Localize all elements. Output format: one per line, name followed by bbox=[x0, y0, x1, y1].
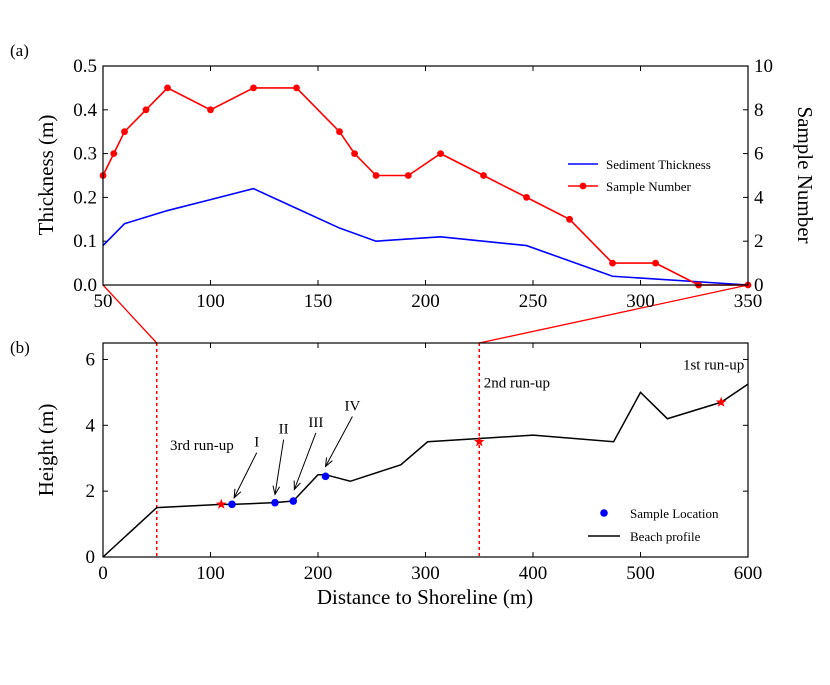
annotation-label: 3rd run-up bbox=[170, 438, 234, 454]
sample-location-point bbox=[321, 472, 330, 481]
y-right-tick-label: 2 bbox=[754, 231, 764, 252]
axes-frame-a bbox=[102, 65, 749, 286]
x-tick-label: 150 bbox=[304, 291, 333, 312]
x-tick-label: 350 bbox=[734, 291, 763, 312]
legend-b: Sample Location Beach profile bbox=[588, 506, 719, 544]
sample-number-point bbox=[523, 194, 530, 201]
sample-number-point bbox=[336, 128, 343, 136]
y-tick-label: 0.5 bbox=[73, 56, 97, 77]
annotation-arrow-line bbox=[325, 416, 353, 467]
y-right-tick-label: 10 bbox=[754, 56, 773, 77]
legend-label-sample-location: Sample Location bbox=[630, 506, 719, 521]
sample-number-point bbox=[652, 259, 659, 267]
axes-frame-b bbox=[102, 342, 749, 558]
x-tick-label: 250 bbox=[519, 291, 548, 312]
x-axis-label: Distance to Shoreline (m) bbox=[317, 585, 533, 609]
annotation-label: 1st run-up bbox=[683, 357, 744, 373]
y-tick-label: 0.1 bbox=[73, 231, 97, 252]
sample-number-point bbox=[207, 106, 214, 114]
annotation-label: I bbox=[254, 435, 259, 451]
series-line-sediment-thickness bbox=[102, 187, 749, 286]
y-right-tick-label: 6 bbox=[754, 144, 764, 165]
legend-label-sample-number: Sample Number bbox=[606, 179, 692, 194]
runup-star-marker bbox=[216, 498, 227, 509]
x-tick-label: 50 bbox=[94, 291, 113, 312]
y-right-axis-label: Sample Number bbox=[793, 106, 817, 243]
y-tick-label: 6 bbox=[86, 349, 96, 370]
annotation-arrow-line bbox=[274, 439, 285, 495]
annotation-arrow-head bbox=[293, 480, 301, 491]
zoom-connector-left bbox=[102, 284, 158, 344]
sample-number-point bbox=[480, 172, 487, 179]
y-tick-label: 0.2 bbox=[73, 187, 97, 208]
sample-number-point bbox=[404, 172, 412, 179]
sample-number-point bbox=[609, 259, 616, 267]
y-right-tick-label: 0 bbox=[754, 275, 764, 296]
y-axis-label: Height (m) bbox=[34, 404, 58, 497]
zoom-connector-lines bbox=[102, 284, 749, 344]
x-tick-label: 200 bbox=[304, 563, 333, 584]
sample-number-point bbox=[372, 172, 380, 179]
annotation-label: 2nd run-up bbox=[484, 375, 550, 391]
sample-location-point bbox=[289, 497, 298, 505]
x-tick-label: 600 bbox=[734, 563, 763, 584]
legend-marker-sample-location bbox=[600, 509, 608, 517]
legend-a: Sediment Thickness Sample Number bbox=[568, 157, 711, 194]
x-tick-label: 300 bbox=[411, 563, 440, 584]
y-tick-label: 4 bbox=[86, 415, 96, 436]
zoom-connector-right bbox=[479, 284, 749, 344]
y-tick-label: 0.0 bbox=[73, 275, 97, 296]
annotation-arrow-line bbox=[293, 432, 317, 490]
y-tick-label: 0.3 bbox=[73, 144, 97, 165]
annotation-label: IV bbox=[344, 398, 360, 414]
x-tick-label: 500 bbox=[626, 563, 655, 584]
annotation-arrow-head bbox=[272, 485, 281, 496]
legend-label-beach-profile: Beach profile bbox=[630, 529, 701, 544]
sample-number-point bbox=[437, 150, 444, 158]
y-right-tick-label: 4 bbox=[754, 187, 764, 208]
y-tick-label: 0.4 bbox=[73, 100, 97, 121]
panel-b: 0 100 200 300 400 500 600 0 2 4 6 Distance to Shore… bbox=[34, 342, 763, 609]
sample-number-point bbox=[293, 84, 300, 92]
legend-marker-sample-number bbox=[579, 182, 587, 190]
y-tick-label: 0 bbox=[86, 547, 96, 568]
x-tick-label: 100 bbox=[196, 563, 225, 584]
runup-star-marker bbox=[715, 396, 727, 407]
x-tick-label: 200 bbox=[411, 291, 440, 312]
annotation-arrow-head bbox=[324, 457, 333, 468]
runup-star-marker bbox=[474, 436, 485, 447]
annotation-label: II bbox=[279, 422, 289, 438]
sample-location-point bbox=[228, 500, 236, 509]
panel-label-b: (b) bbox=[10, 338, 30, 357]
y-right-tick-label: 8 bbox=[754, 100, 764, 121]
annotation-label: III bbox=[308, 415, 323, 431]
sample-number-point bbox=[121, 128, 128, 136]
x-tick-label: 300 bbox=[626, 291, 655, 312]
x-tick-label: 400 bbox=[519, 563, 548, 584]
sample-number-point bbox=[142, 106, 150, 114]
annotation-arrow-head bbox=[233, 488, 242, 499]
sample-number-point bbox=[566, 215, 573, 223]
panel-label-a: (a) bbox=[10, 41, 29, 60]
legend-label-sediment-thickness: Sediment Thickness bbox=[606, 157, 711, 172]
sample-number-point bbox=[351, 150, 358, 158]
x-tick-label: 100 bbox=[196, 291, 225, 312]
series-line-sample-number bbox=[102, 86, 748, 286]
y-tick-label: 2 bbox=[86, 481, 96, 502]
sample-number-point bbox=[164, 84, 171, 92]
sample-number-point bbox=[110, 150, 118, 158]
sample-number-point bbox=[250, 84, 257, 92]
x-tick-label: 0 bbox=[98, 563, 108, 584]
panel-a: 50 100 150 200 250 300 350 0.0 0.1 0.2 0.3 0.4 0.5 0 2… bbox=[34, 56, 817, 312]
annotation-arrow-line bbox=[233, 452, 258, 498]
sample-location-point bbox=[271, 498, 279, 507]
y-axis-label: Thickness (m) bbox=[34, 115, 58, 236]
